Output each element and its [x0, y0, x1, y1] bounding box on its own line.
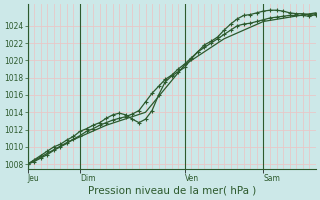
X-axis label: Pression niveau de la mer( hPa ): Pression niveau de la mer( hPa )	[88, 186, 256, 196]
